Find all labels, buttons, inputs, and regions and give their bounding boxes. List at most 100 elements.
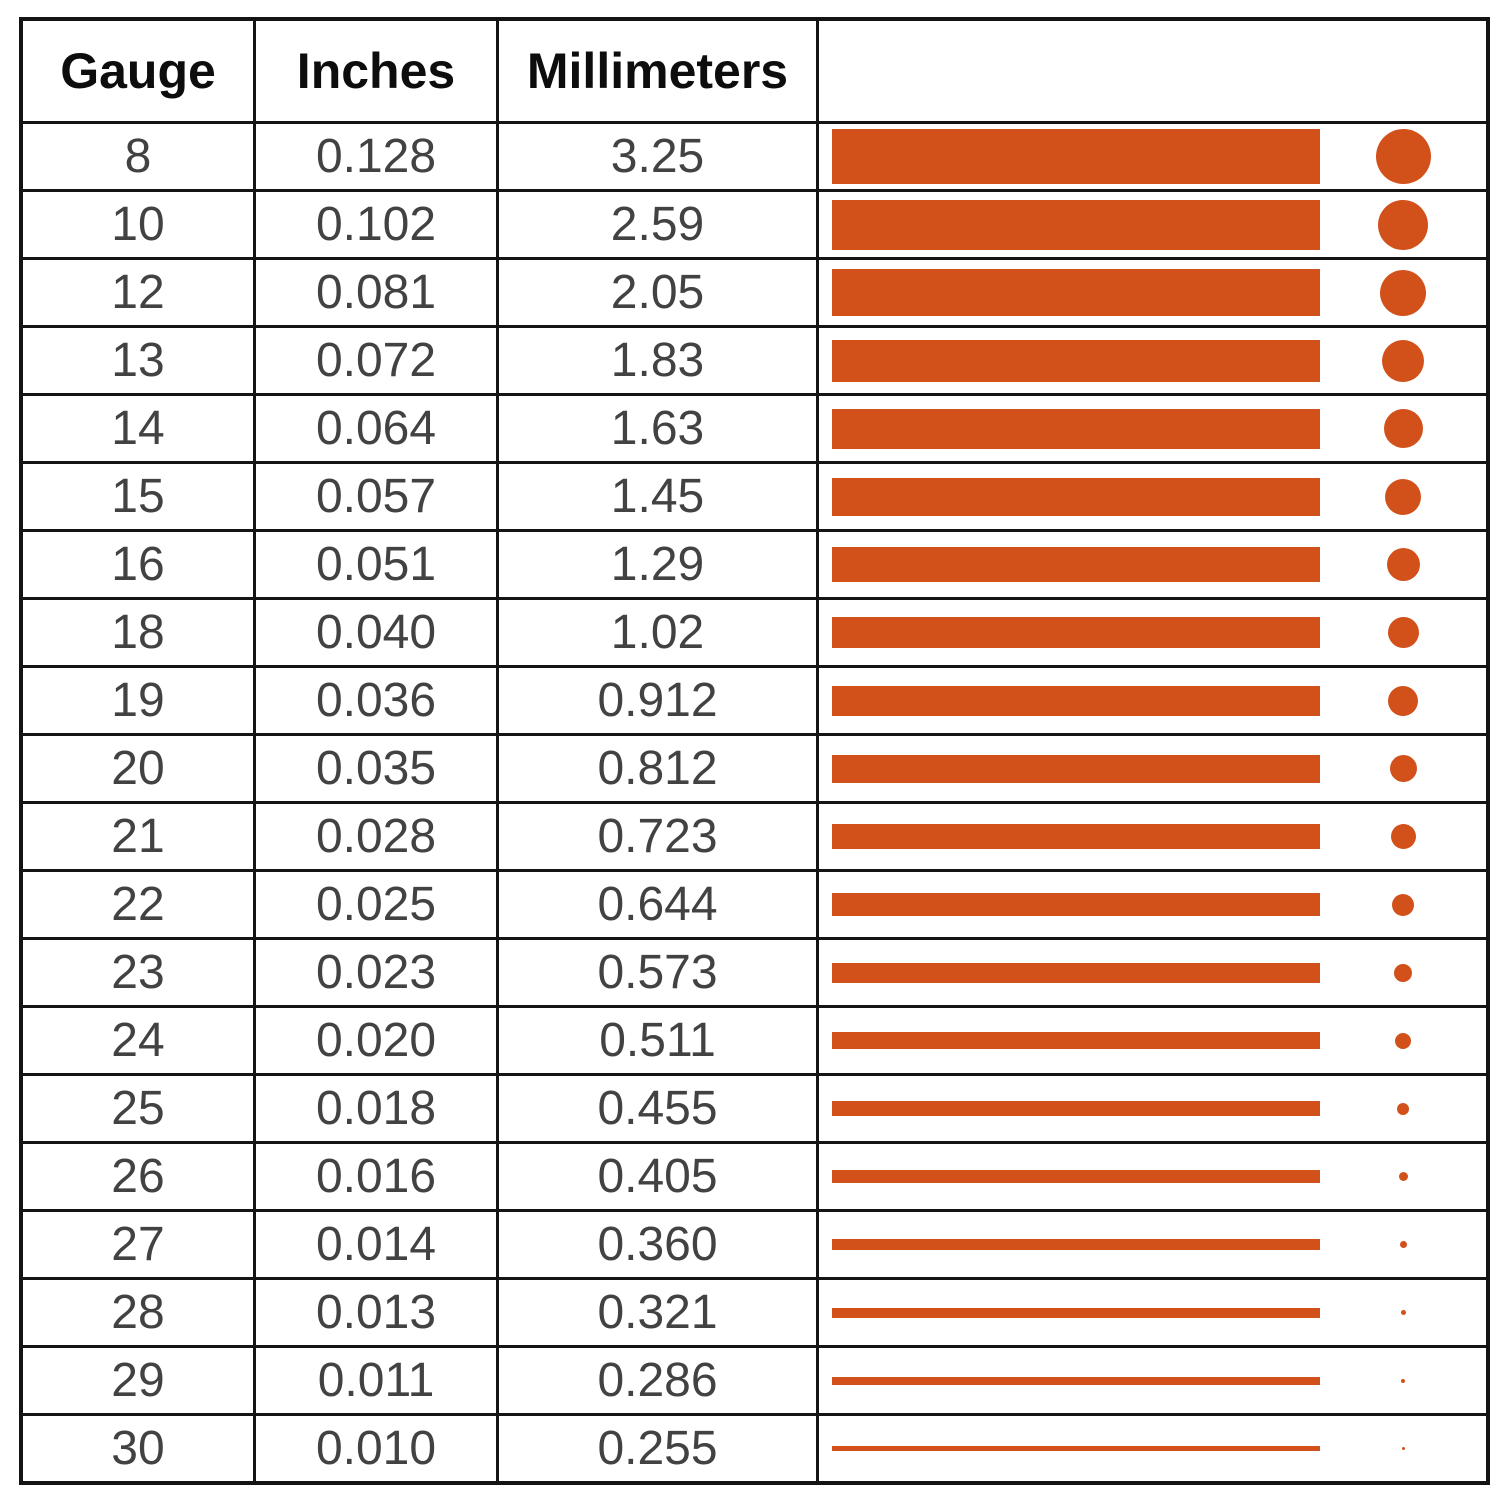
- wire-thickness-bar: [832, 477, 1320, 516]
- wire-dot-area: [1320, 1416, 1486, 1481]
- wire-dot-area: [1320, 532, 1486, 597]
- table-row: 24 0.020 0.511: [23, 1005, 1486, 1073]
- wire-dot-area: [1320, 600, 1486, 665]
- gauge-value: 30: [111, 1422, 165, 1475]
- gauge-value: 26: [111, 1150, 165, 1203]
- wire-visual-cell: [816, 1212, 1486, 1277]
- millimeters-value: 0.511: [496, 1008, 816, 1073]
- wire-thickness-bar: [832, 685, 1320, 716]
- inches-value: 0.028: [253, 804, 496, 869]
- gauge-table: Gauge Inches Millimeters 8 0.128 3.25 10…: [19, 17, 1490, 1485]
- wire-visual-cell: [816, 600, 1486, 665]
- gauge-value: 28: [111, 1286, 165, 1339]
- inches-value: 0.102: [253, 192, 496, 257]
- table-row: 20 0.035 0.812: [23, 733, 1486, 801]
- wire-visual-cell: [816, 668, 1486, 733]
- wire-dot-area: [1320, 464, 1486, 529]
- gauge-value: 16: [111, 538, 165, 591]
- table-row: 25 0.018 0.455: [23, 1073, 1486, 1141]
- table-row: 21 0.028 0.723: [23, 801, 1486, 869]
- header-inches: Inches: [253, 21, 496, 121]
- gauge-value: 15: [111, 470, 165, 523]
- table-row: 18 0.040 1.02: [23, 597, 1486, 665]
- wire-thickness-bar: [832, 1446, 1320, 1451]
- table-header-row: Gauge Inches Millimeters: [23, 21, 1486, 121]
- wire-diameter-dot: [1390, 824, 1416, 849]
- wire-visual-cell: [816, 940, 1486, 1005]
- millimeters-value: 3.25: [496, 124, 816, 189]
- wire-dot-area: [1320, 940, 1486, 1005]
- wire-visual-cell: [816, 260, 1486, 325]
- wire-dot-area: [1320, 1212, 1486, 1277]
- wire-dot-area: [1320, 1144, 1486, 1209]
- millimeters-value: 0.405: [496, 1144, 816, 1209]
- wire-thickness-bar: [832, 1307, 1320, 1318]
- wire-dot-area: [1320, 736, 1486, 801]
- wire-diameter-dot: [1389, 755, 1417, 782]
- gauge-value: 21: [111, 810, 165, 863]
- wire-diameter-dot: [1380, 269, 1426, 316]
- inches-value: 0.072: [253, 328, 496, 393]
- inches-value: 0.025: [253, 872, 496, 937]
- wire-diameter-dot: [1398, 1172, 1408, 1181]
- header-gauge: Gauge: [60, 43, 216, 99]
- wire-visual-cell: [816, 1076, 1486, 1141]
- wire-diameter-dot: [1397, 1102, 1409, 1115]
- gauge-value: 25: [111, 1082, 165, 1135]
- wire-thickness-bar: [832, 339, 1320, 382]
- wire-visual-cell: [816, 804, 1486, 869]
- table-row: 13 0.072 1.83: [23, 325, 1486, 393]
- wire-thickness-bar: [832, 617, 1320, 648]
- wire-visual-cell: [816, 1280, 1486, 1345]
- gauge-value: 12: [111, 266, 165, 319]
- wire-diameter-dot: [1401, 1447, 1405, 1450]
- wire-dot-area: [1320, 872, 1486, 937]
- inches-value: 0.010: [253, 1416, 496, 1481]
- inches-value: 0.057: [253, 464, 496, 529]
- wire-dot-area: [1320, 192, 1486, 257]
- inches-value: 0.020: [253, 1008, 496, 1073]
- gauge-value: 22: [111, 878, 165, 931]
- header-visual-blank: [816, 21, 1486, 121]
- wire-thickness-bar: [832, 1101, 1320, 1116]
- millimeters-value: 0.360: [496, 1212, 816, 1277]
- table-row: 14 0.064 1.63: [23, 393, 1486, 461]
- table-row: 10 0.102 2.59: [23, 189, 1486, 257]
- inches-value: 0.128: [253, 124, 496, 189]
- table-row: 23 0.023 0.573: [23, 937, 1486, 1005]
- wire-diameter-dot: [1378, 199, 1428, 250]
- gauge-value: 20: [111, 742, 165, 795]
- gauge-value: 19: [111, 674, 165, 727]
- wire-dot-area: [1320, 1348, 1486, 1413]
- wire-visual-cell: [816, 464, 1486, 529]
- gauge-value: 23: [111, 946, 165, 999]
- wire-visual-cell: [816, 1144, 1486, 1209]
- gauge-value: 29: [111, 1354, 165, 1407]
- inches-value: 0.036: [253, 668, 496, 733]
- wire-diameter-dot: [1394, 963, 1412, 982]
- table-row: 22 0.025 0.644: [23, 869, 1486, 937]
- header-millimeters: Millimeters: [496, 21, 816, 121]
- wire-diameter-dot: [1388, 685, 1418, 716]
- wire-dot-area: [1320, 1008, 1486, 1073]
- millimeters-value: 1.83: [496, 328, 816, 393]
- millimeters-value: 0.723: [496, 804, 816, 869]
- inches-value: 0.016: [253, 1144, 496, 1209]
- wire-dot-area: [1320, 804, 1486, 869]
- wire-diameter-dot: [1401, 1378, 1405, 1383]
- wire-dot-area: [1320, 260, 1486, 325]
- wire-thickness-bar: [832, 129, 1320, 184]
- wire-dot-area: [1320, 396, 1486, 461]
- wire-diameter-dot: [1385, 478, 1421, 515]
- table-row: 8 0.128 3.25: [23, 121, 1486, 189]
- inches-value: 0.040: [253, 600, 496, 665]
- wire-thickness-bar: [832, 893, 1320, 916]
- millimeters-value: 0.286: [496, 1348, 816, 1413]
- millimeters-value: 0.912: [496, 668, 816, 733]
- millimeters-value: 0.255: [496, 1416, 816, 1481]
- wire-thickness-bar: [832, 962, 1320, 983]
- table-row: 29 0.011 0.286: [23, 1345, 1486, 1413]
- wire-dot-area: [1320, 1280, 1486, 1345]
- inches-value: 0.023: [253, 940, 496, 1005]
